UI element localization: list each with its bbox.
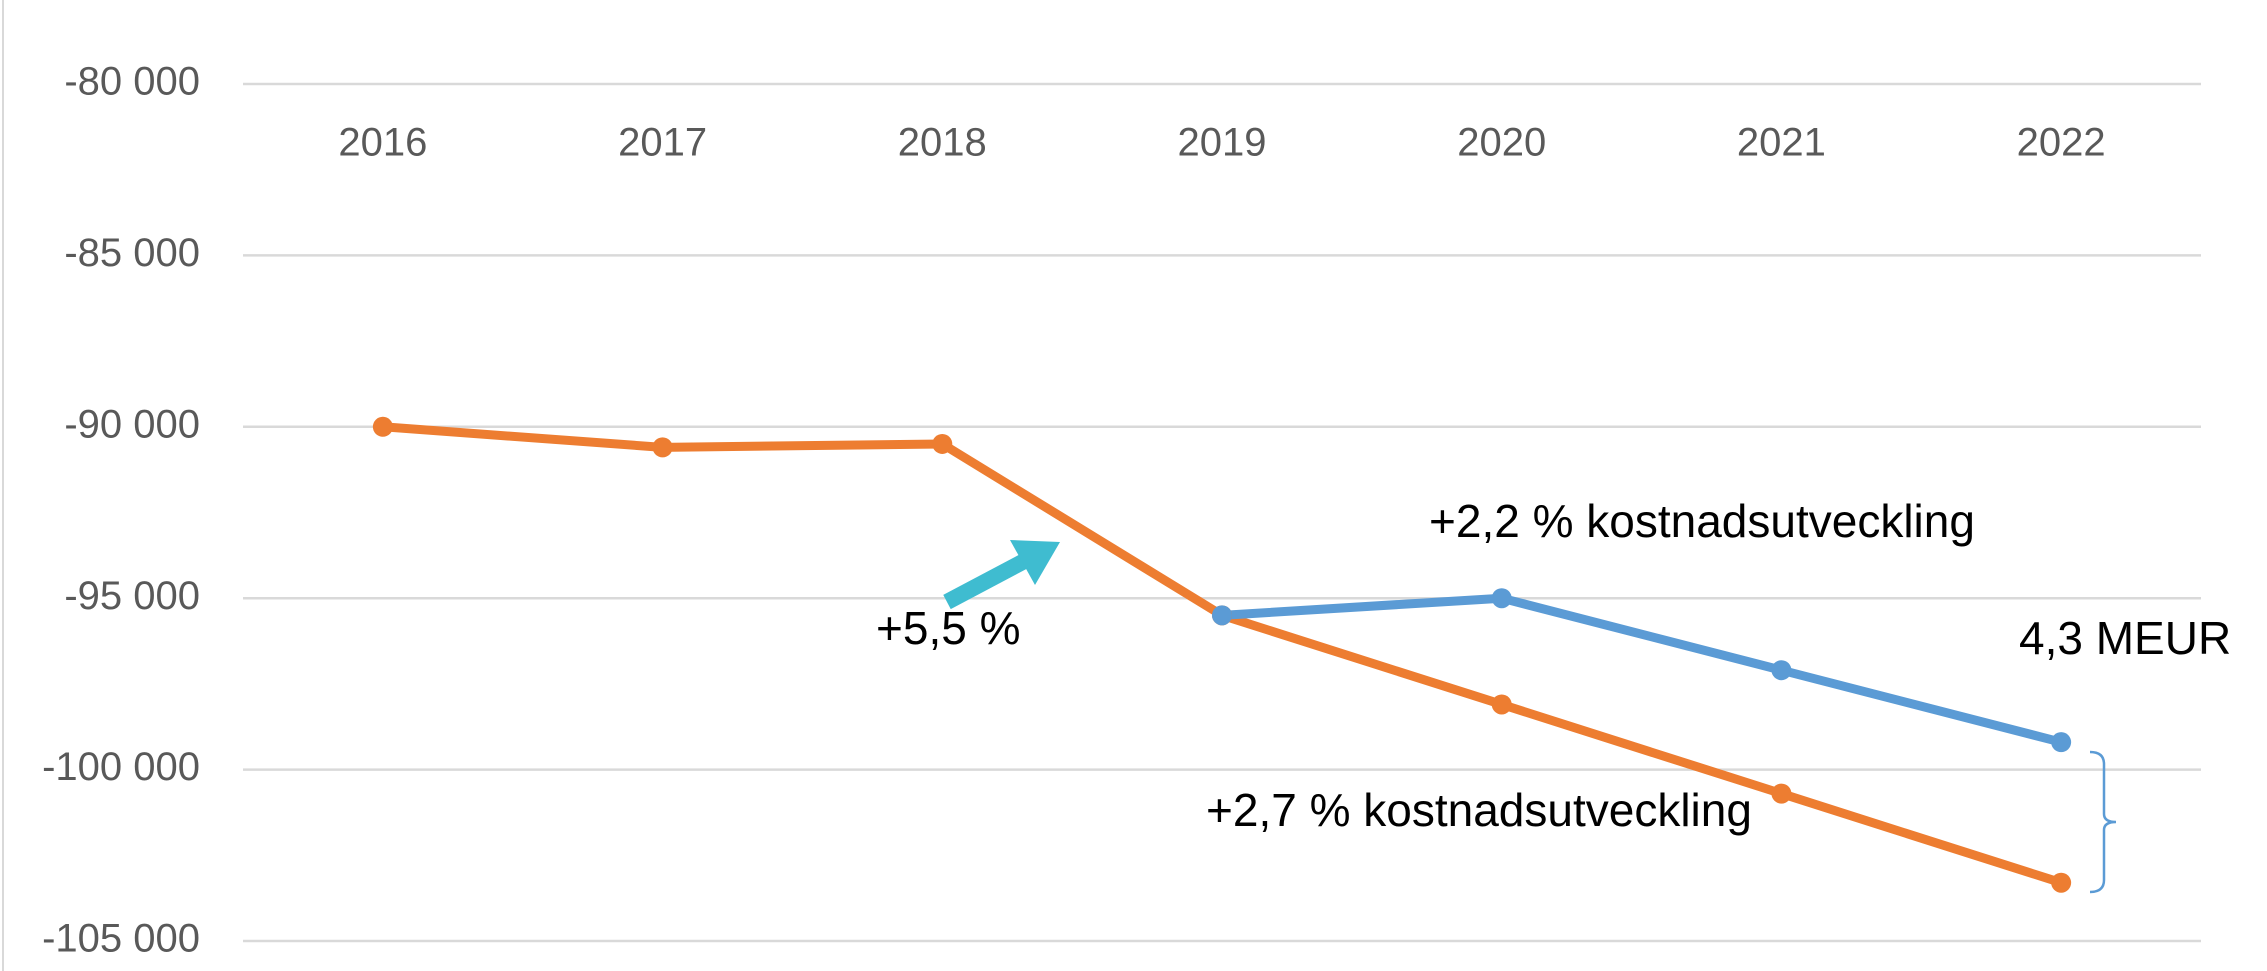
y-tick-label: -85 000	[64, 231, 200, 275]
series-line	[1221, 593, 2063, 747]
data-point	[372, 416, 393, 437]
data-point	[2051, 872, 2072, 893]
arrow	[943, 540, 1060, 610]
x-tick-label: 2016	[338, 121, 427, 165]
y-tick-label: -95 000	[64, 574, 200, 618]
annotation: +5,5 %	[876, 602, 1021, 654]
y-tick-label: -100 000	[42, 745, 200, 789]
data-point	[1771, 660, 1792, 681]
data-point	[1771, 783, 1792, 804]
y-tick-label: -80 000	[64, 60, 200, 104]
data-point	[1491, 588, 1512, 609]
data-point	[2051, 732, 2072, 753]
x-tick-label: 2017	[618, 121, 707, 165]
x-tick-label: 2022	[2017, 121, 2106, 165]
y-tick-label: -90 000	[64, 402, 200, 446]
series-label: +2,7 % kostnadsutveckling	[1206, 784, 1752, 836]
annotation: 4,3 MEUR	[2019, 612, 2231, 664]
data-point	[1212, 605, 1232, 626]
series-label: +2,2 % kostnadsutveckling	[1429, 495, 1975, 547]
x-tick-label: 2018	[898, 121, 987, 165]
x-tick-label: 2020	[1457, 121, 1546, 165]
data-point	[652, 437, 673, 458]
data-point	[1491, 694, 1512, 715]
y-tick-label: -105 000	[42, 917, 200, 961]
data-point	[932, 433, 953, 454]
x-tick-label: 2019	[1178, 121, 1267, 165]
x-tick-label: 2021	[1737, 121, 1826, 165]
bracket	[2089, 750, 2117, 894]
